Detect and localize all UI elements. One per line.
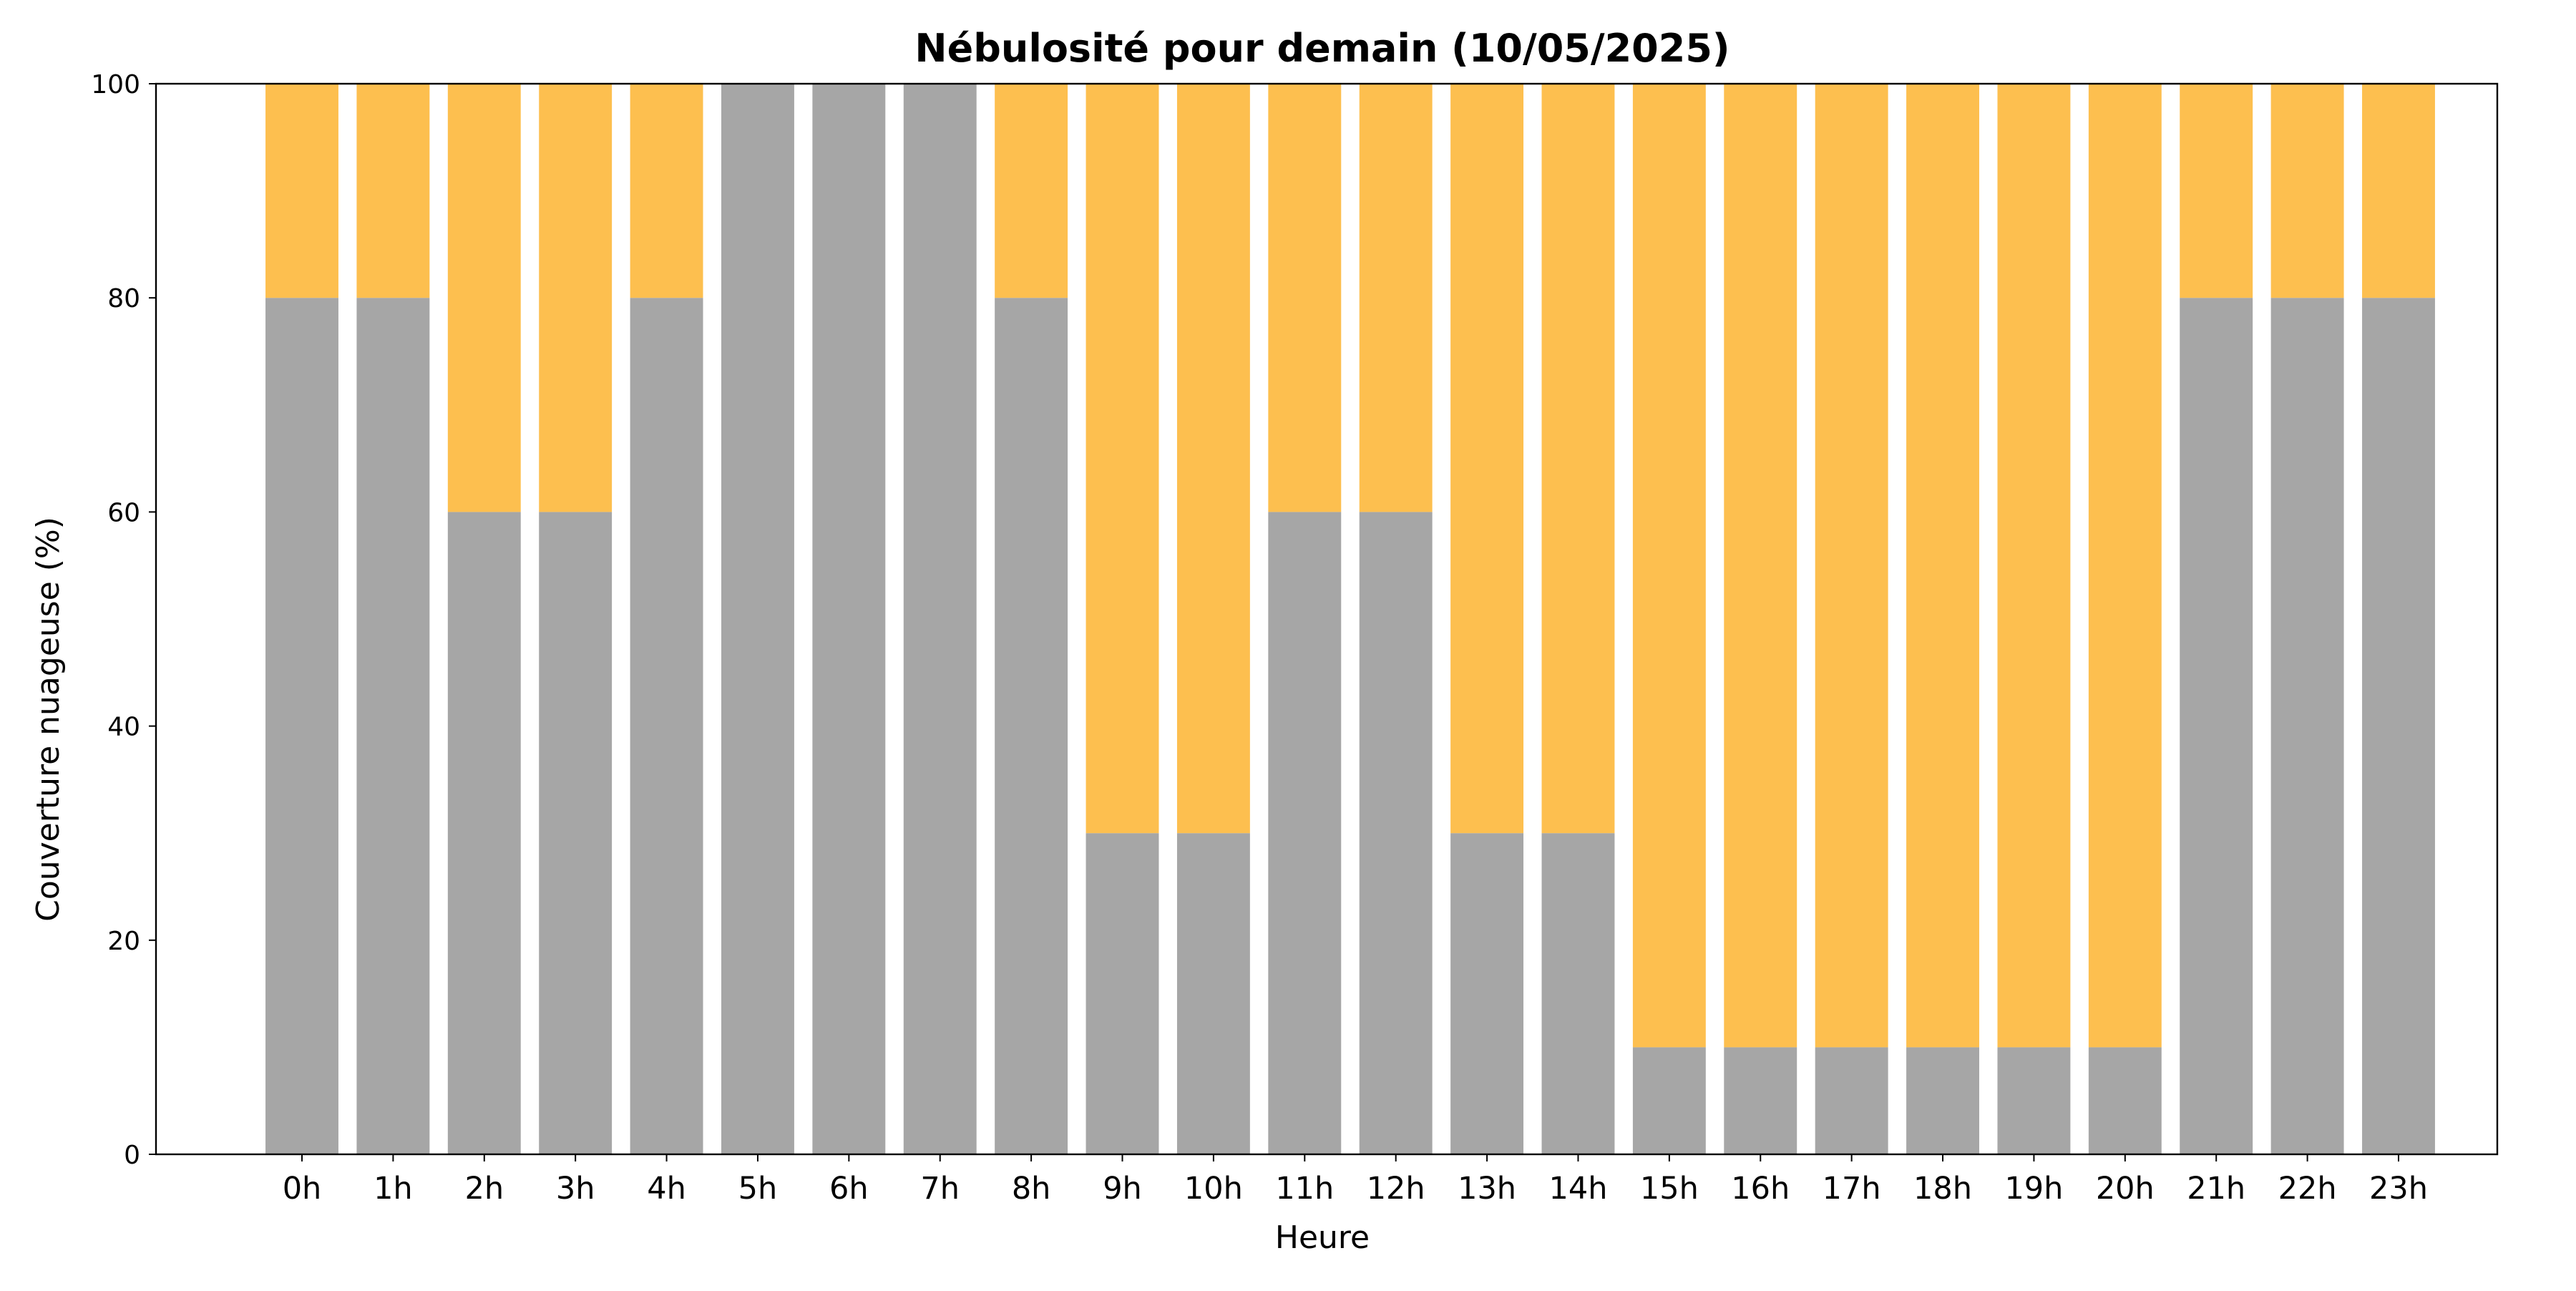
x-tick-label-20h: 20h — [2096, 1171, 2155, 1207]
x-tick-label-23h: 23h — [2369, 1171, 2428, 1207]
x-tick-label-12h: 12h — [1367, 1171, 1425, 1207]
axes-group: 0 20 40 60 80 100 0h 1h 2h 3h 4h 5h 6h 7h 8h 9h 10h 11h 12… — [91, 70, 2499, 1207]
x-tick-label-5h: 5h — [738, 1171, 778, 1207]
bar-2h-series-2 — [447, 84, 521, 512]
bar-17h-series-1 — [1815, 1047, 1888, 1154]
x-axis-label: Heure — [1275, 1219, 1370, 1256]
x-tick-label-10h: 10h — [1184, 1171, 1243, 1207]
bar-19h-series-2 — [1997, 84, 2071, 1048]
plot-frame — [155, 82, 2499, 1156]
x-tick-label-8h: 8h — [1012, 1171, 1051, 1207]
x-tick-label-19h: 19h — [2004, 1171, 2063, 1207]
bar-13h-series-1 — [1450, 833, 1524, 1154]
x-tick-label-1h: 1h — [374, 1171, 413, 1207]
bar-23h-series-1 — [2362, 298, 2435, 1155]
bar-5h-series-1 — [721, 84, 794, 1154]
bar-3h-series-1 — [539, 512, 613, 1154]
bar-15h-series-1 — [1632, 1047, 1706, 1154]
bar-20h-series-1 — [2088, 1047, 2162, 1154]
x-tick-label-16h: 16h — [1731, 1171, 1790, 1207]
bar-12h-series-2 — [1359, 84, 1433, 512]
bar-7h-series-1 — [903, 84, 977, 1154]
y-tick-label: 0 — [124, 1141, 140, 1170]
bar-2h-series-1 — [447, 512, 521, 1154]
x-tick-label-18h: 18h — [1913, 1171, 1972, 1207]
y-tick-label: 60 — [107, 498, 140, 527]
bar-21h-series-1 — [2180, 298, 2253, 1155]
bar-8h-series-1 — [995, 298, 1068, 1155]
bar-0h-series-1 — [265, 298, 338, 1155]
bar-15h-series-2 — [1632, 84, 1706, 1048]
bar-4h-series-2 — [630, 84, 703, 298]
bar-10h-series-2 — [1176, 84, 1250, 834]
bar-14h-series-1 — [1541, 833, 1615, 1154]
x-tick-label-2h: 2h — [464, 1171, 504, 1207]
bar-23h-series-2 — [2362, 84, 2435, 298]
chart-title: Nébulosité pour demain (10/05/2025) — [914, 26, 1729, 71]
bar-20h-series-2 — [2088, 84, 2162, 1048]
x-tick-label-13h: 13h — [1458, 1171, 1516, 1207]
y-tick-label: 20 — [107, 927, 140, 956]
bars-group — [265, 84, 2435, 1155]
bar-10h-series-1 — [1176, 833, 1250, 1154]
x-tick-label-3h: 3h — [556, 1171, 595, 1207]
bar-11h-series-2 — [1268, 84, 1342, 512]
x-tick-label-0h: 0h — [283, 1171, 322, 1207]
x-tick-label-11h: 11h — [1275, 1171, 1334, 1207]
x-tick-label-22h: 22h — [2278, 1171, 2337, 1207]
y-axis-label: Couverture nuageuse (%) — [30, 517, 67, 922]
bar-0h-series-2 — [265, 84, 338, 298]
y-tick-label: 40 — [107, 713, 140, 742]
bar-14h-series-2 — [1541, 84, 1615, 834]
y-tick-label: 100 — [91, 70, 140, 99]
bar-22h-series-1 — [2270, 298, 2344, 1155]
bar-9h-series-2 — [1085, 84, 1159, 834]
x-tick-label-14h: 14h — [1548, 1171, 1607, 1207]
bar-19h-series-1 — [1997, 1047, 2071, 1154]
x-tick-label-15h: 15h — [1640, 1171, 1699, 1207]
bar-22h-series-2 — [2270, 84, 2344, 298]
bar-12h-series-1 — [1359, 512, 1433, 1154]
x-tick-label-6h: 6h — [829, 1171, 869, 1207]
bar-1h-series-2 — [356, 84, 430, 298]
bar-9h-series-1 — [1085, 833, 1159, 1154]
bar-4h-series-1 — [630, 298, 703, 1155]
bar-18h-series-2 — [1906, 84, 1979, 1048]
bar-11h-series-1 — [1268, 512, 1342, 1154]
x-tick-label-4h: 4h — [647, 1171, 686, 1207]
bar-18h-series-1 — [1906, 1047, 1979, 1154]
bar-17h-series-2 — [1815, 84, 1888, 1048]
bar-16h-series-2 — [1724, 84, 1797, 1048]
bar-13h-series-2 — [1450, 84, 1524, 834]
bar-1h-series-1 — [356, 298, 430, 1155]
bar-21h-series-2 — [2180, 84, 2253, 298]
bar-6h-series-1 — [812, 84, 886, 1154]
y-tick-label: 80 — [107, 284, 140, 313]
bar-16h-series-1 — [1724, 1047, 1797, 1154]
x-tick-label-7h: 7h — [920, 1171, 960, 1207]
x-tick-label-21h: 21h — [2187, 1171, 2245, 1207]
x-tick-label-17h: 17h — [1823, 1171, 1881, 1207]
bar-8h-series-2 — [995, 84, 1068, 298]
bar-3h-series-2 — [539, 84, 613, 512]
x-tick-label-9h: 9h — [1103, 1171, 1142, 1207]
